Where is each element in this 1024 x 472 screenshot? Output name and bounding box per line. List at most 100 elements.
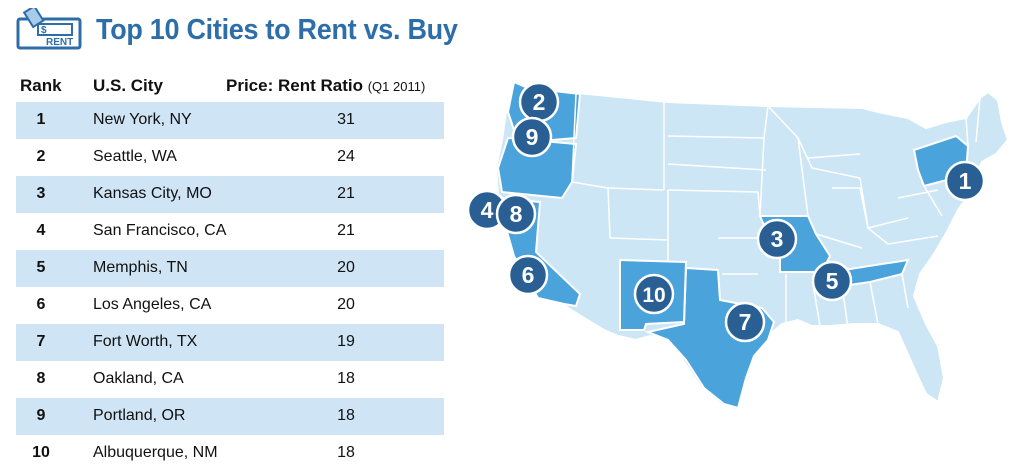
table-row: 10 Albuquerque, NM 18 xyxy=(16,435,444,472)
rank-cell: 3 xyxy=(36,185,46,202)
map-pin-label: 2 xyxy=(533,89,546,115)
map-pin-label: 9 xyxy=(526,124,539,150)
rank-cell: 9 xyxy=(36,407,46,424)
map-pin-3: 3 xyxy=(756,218,798,260)
column-header-rank: Rank xyxy=(20,76,62,95)
state-border xyxy=(813,289,821,327)
map-pin-8: 8 xyxy=(495,193,537,235)
table-row: 4 San Francisco, CA 21 xyxy=(16,213,444,250)
table-row: 7 Fort Worth, TX 19 xyxy=(16,324,444,361)
map-pin-circle xyxy=(507,254,549,296)
city-cell: Portland, OR xyxy=(93,407,186,424)
rank-cell: 2 xyxy=(36,148,46,165)
rank-cell: 10 xyxy=(32,444,50,461)
city-cell: San Francisco, CA xyxy=(93,222,227,239)
table-header: Rank U.S. City Price: Rent Ratio (Q1 201… xyxy=(16,70,444,102)
map-pin-circle xyxy=(944,160,986,202)
map-pin-label: 4 xyxy=(481,197,494,223)
map-pin-2: 2 xyxy=(518,81,560,123)
map-state-borders xyxy=(571,93,981,329)
state-border xyxy=(609,237,669,241)
map-pin-circle xyxy=(811,260,853,302)
city-cell: Los Angeles, CA xyxy=(93,296,212,313)
ratio-cell: 18 xyxy=(337,444,355,461)
table-row: 3 Kansas City, MO 21 xyxy=(16,176,444,213)
state-border xyxy=(897,189,939,199)
map-pin-label: 7 xyxy=(739,309,752,335)
state-border xyxy=(975,97,981,143)
map-pin-label: 8 xyxy=(510,201,523,227)
state-border xyxy=(901,273,909,309)
ratio-cell: 21 xyxy=(337,222,355,239)
map-pin-7: 7 xyxy=(724,301,766,343)
map-pin-6: 6 xyxy=(507,254,549,296)
map-pin-label: 3 xyxy=(771,226,784,252)
state-border xyxy=(923,185,943,217)
ratio-cell: 20 xyxy=(337,296,355,313)
city-cell: New York, NY xyxy=(93,111,192,128)
rent-sign-icon: $ RENT xyxy=(16,8,82,50)
us-map-svg: 1 2 3 4 5 6 7 8 9 10 xyxy=(468,80,1010,412)
us-map: 1 2 3 4 5 6 7 8 9 10 xyxy=(468,78,1016,418)
rank-cell: 8 xyxy=(36,370,46,387)
map-pin-circle xyxy=(511,116,553,158)
table-body: 1 New York, NY 31 2 Seattle, WA 24 3 Kansas Cit… xyxy=(16,102,444,472)
logo-rent-text: RENT xyxy=(46,37,73,48)
state-border xyxy=(807,153,861,159)
ratio-cell: 31 xyxy=(337,111,355,128)
map-pin-circle xyxy=(756,218,798,260)
map-pins-layer: 1 2 3 4 5 6 7 8 9 10 xyxy=(468,81,986,343)
state-border xyxy=(815,233,863,249)
table-row: 1 New York, NY 31 xyxy=(16,102,444,139)
state-border xyxy=(667,189,759,193)
column-header-ratio: Price: Rent Ratio (Q1 2011) xyxy=(226,76,425,96)
map-pin-label: 1 xyxy=(959,168,972,194)
column-header-city: U.S. City xyxy=(93,76,163,95)
rank-cell: 1 xyxy=(36,111,46,128)
table-row: 8 Oakland, CA 18 xyxy=(16,361,444,398)
map-pin-circle xyxy=(724,301,766,343)
ratio-cell: 18 xyxy=(337,407,355,424)
ratio-cell: 18 xyxy=(337,370,355,387)
map-pin-10: 10 xyxy=(633,273,675,315)
ratio-cell: 24 xyxy=(337,148,355,165)
table-row: 2 Seattle, WA 24 xyxy=(16,139,444,176)
table-row: 5 Memphis, TN 20 xyxy=(16,250,444,287)
state-border xyxy=(869,281,879,325)
ratio-cell: 21 xyxy=(337,185,355,202)
map-pin-circle xyxy=(495,193,537,235)
city-cell: Kansas City, MO xyxy=(93,185,212,202)
rank-cell: 5 xyxy=(36,259,46,276)
page-title: Top 10 Cities to Rent vs. Buy xyxy=(96,14,458,46)
state-border xyxy=(757,191,761,217)
map-pin-1: 1 xyxy=(944,160,986,202)
state-border xyxy=(607,187,665,191)
state-border xyxy=(571,93,577,183)
map-pin-label: 10 xyxy=(642,284,665,307)
state-or xyxy=(496,136,578,200)
rank-cell: 7 xyxy=(36,333,46,350)
map-pin-label: 6 xyxy=(522,262,535,288)
column-header-period: (Q1 2011) xyxy=(367,79,426,94)
city-cell: Memphis, TN xyxy=(93,259,188,276)
state-border xyxy=(797,137,861,179)
map-pin-label: 5 xyxy=(826,268,839,294)
table-row: 6 Los Angeles, CA 20 xyxy=(16,287,444,324)
rank-cell: 6 xyxy=(36,296,46,313)
state-border xyxy=(667,101,769,139)
city-cell: Fort Worth, TX xyxy=(93,333,198,350)
state-border xyxy=(965,117,969,147)
state-border xyxy=(667,163,767,171)
map-pin-circle xyxy=(633,273,675,315)
column-header-ratio-label: Price: Rent Ratio xyxy=(226,76,363,95)
map-pin-5: 5 xyxy=(811,260,853,302)
logo-dollar-text: $ xyxy=(41,25,47,36)
map-pin-9: 9 xyxy=(511,116,553,158)
rank-cell: 4 xyxy=(36,222,46,239)
city-cell: Oakland, CA xyxy=(93,370,184,387)
city-cell: Albuquerque, NM xyxy=(93,444,218,461)
state-border xyxy=(867,217,909,229)
ratio-cell: 19 xyxy=(337,333,355,350)
state-border xyxy=(759,137,765,217)
state-border xyxy=(887,235,939,245)
